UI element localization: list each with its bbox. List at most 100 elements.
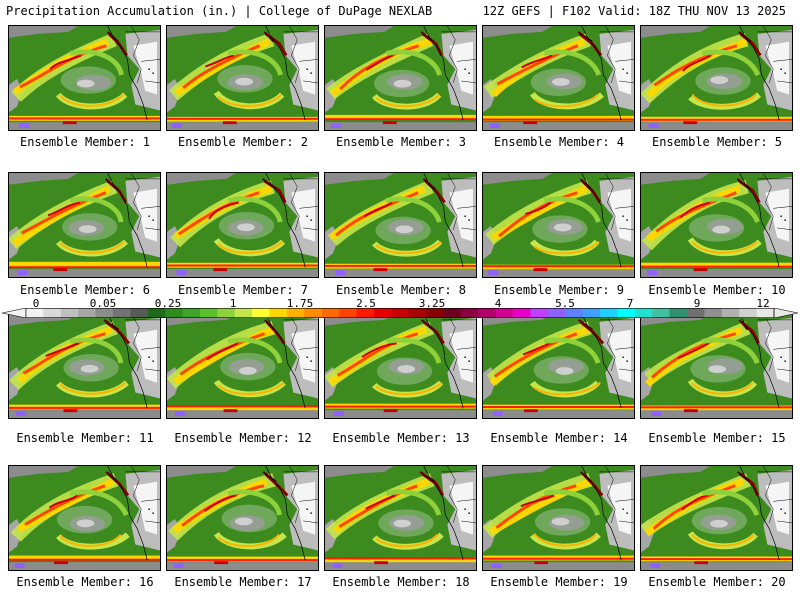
colorbar-swatch	[739, 308, 757, 318]
colorbar-tick-label: 4	[494, 297, 502, 310]
colorbar-swatch	[582, 308, 601, 318]
colorbar-swatch	[286, 308, 305, 318]
colorbar-tick-label: 2.5	[356, 297, 376, 310]
colorbar-swatch	[721, 308, 740, 318]
colorbar-tick-label: 1	[229, 297, 237, 310]
colorbar-swatch	[652, 308, 670, 318]
ensemble-member-label: Ensemble Member: 19	[490, 575, 628, 589]
colorbar-left-arrow	[1, 308, 27, 318]
ensemble-member-map	[8, 465, 161, 571]
ensemble-member-map	[640, 172, 793, 278]
colorbar-tick-label: 0.25	[154, 297, 182, 310]
colorbar-swatch	[217, 308, 236, 318]
ensemble-member-label: Ensemble Member: 20	[648, 575, 786, 589]
colorbar-swatch	[199, 308, 218, 318]
colorbar-swatch	[600, 308, 618, 318]
ensemble-member-map	[482, 172, 635, 278]
ensemble-member-label: Ensemble Member: 8	[335, 283, 467, 297]
colorbar-swatch	[130, 308, 149, 318]
ensemble-member-map	[8, 25, 161, 131]
colorbar-swatch	[165, 308, 183, 318]
ensemble-member-label: Ensemble Member: 5	[651, 135, 783, 149]
colorbar-swatch	[182, 308, 201, 318]
colorbar-swatch	[443, 308, 462, 318]
ensemble-member-label: Ensemble Member: 2	[177, 135, 309, 149]
colorbar-swatch	[339, 308, 357, 318]
ensemble-member-map	[482, 465, 635, 571]
colorbar-legend: 0 0.05 0.25 1 1.75 2.5 3.25 4 5.5 7 9 12	[0, 297, 800, 319]
colorbar-swatch	[391, 308, 409, 318]
colorbar-swatch	[252, 308, 270, 318]
colorbar-swatch	[687, 308, 705, 318]
colorbar-swatch	[60, 308, 79, 318]
colorbar-swatch	[147, 308, 166, 318]
colorbar-swatch	[704, 308, 723, 318]
ensemble-member-map	[482, 25, 635, 131]
colorbar	[1, 308, 799, 318]
colorbar-swatch	[356, 308, 375, 318]
colorbar-swatch	[634, 308, 653, 318]
colorbar-swatch	[495, 308, 514, 318]
colorbar-tick-label: 0.05	[89, 297, 117, 310]
ensemble-member-label: Ensemble Member: 3	[335, 135, 467, 149]
ensemble-member-label: Ensemble Member: 18	[332, 575, 470, 589]
colorbar-swatch	[373, 308, 392, 318]
map-title: Precipitation Accumulation (in.) | Colle…	[6, 4, 433, 18]
colorbar-swatch	[426, 308, 444, 318]
colorbar-swatch	[547, 308, 566, 318]
ensemble-member-map	[324, 313, 477, 419]
ensemble-member-map	[8, 313, 161, 419]
colorbar-swatch	[304, 308, 323, 318]
colorbar-swatch	[478, 308, 496, 318]
colorbar-swatch	[513, 308, 531, 318]
colorbar-swatch	[95, 308, 114, 318]
ensemble-member-map	[482, 313, 635, 419]
colorbar-swatch	[756, 308, 775, 318]
ensemble-member-label: Ensemble Member: 13	[332, 431, 470, 445]
ensemble-member-label: Ensemble Member: 15	[648, 431, 786, 445]
colorbar-swatch	[617, 308, 636, 318]
colorbar-swatch	[460, 308, 479, 318]
colorbar-swatch	[43, 308, 62, 318]
ensemble-member-map	[640, 465, 793, 571]
ensemble-member-label: Ensemble Member: 1	[19, 135, 151, 149]
colorbar-swatch	[321, 308, 340, 318]
colorbar-tick-label: 5.5	[555, 297, 575, 310]
ensemble-member-map	[8, 172, 161, 278]
ensemble-member-label: Ensemble Member: 16	[16, 575, 154, 589]
colorbar-swatch	[26, 308, 44, 318]
colorbar-tick-label: 12	[756, 297, 770, 310]
model-run-info: 12Z GEFS | F102 Valid: 18Z THU NOV 13 20…	[482, 4, 786, 18]
ensemble-member-map	[166, 25, 319, 131]
colorbar-swatch	[269, 308, 288, 318]
ensemble-member-label: Ensemble Member: 14	[490, 431, 628, 445]
colorbar-tick-label: 0	[32, 297, 40, 310]
colorbar-tick-label: 9	[693, 297, 701, 310]
colorbar-right-arrow	[773, 308, 799, 318]
colorbar-tick-label: 7	[626, 297, 634, 310]
ensemble-member-map	[324, 172, 477, 278]
ensemble-member-label: Ensemble Member: 10	[648, 283, 786, 297]
ensemble-member-map	[166, 313, 319, 419]
ensemble-member-label: Ensemble Member: 17	[174, 575, 312, 589]
colorbar-swatch	[530, 308, 549, 318]
colorbar-swatch	[565, 308, 583, 318]
colorbar-tick-label: 1.75	[286, 297, 314, 310]
colorbar-swatch	[408, 308, 427, 318]
ensemble-member-label: Ensemble Member: 12	[174, 431, 312, 445]
ensemble-member-label: Ensemble Member: 4	[493, 135, 625, 149]
colorbar-swatch	[112, 308, 131, 318]
colorbar-tick-label: 3.25	[418, 297, 446, 310]
colorbar-swatch	[234, 308, 253, 318]
colorbar-swatch	[669, 308, 688, 318]
ensemble-member-map	[324, 25, 477, 131]
ensemble-member-label: Ensemble Member: 7	[177, 283, 309, 297]
ensemble-member-map	[640, 313, 793, 419]
ensemble-member-map	[640, 25, 793, 131]
ensemble-member-label: Ensemble Member: 6	[19, 283, 151, 297]
ensemble-member-map	[166, 465, 319, 571]
ensemble-member-label: Ensemble Member: 9	[493, 283, 625, 297]
ensemble-member-map	[324, 465, 477, 571]
colorbar-swatch	[78, 308, 96, 318]
ensemble-member-map	[166, 172, 319, 278]
